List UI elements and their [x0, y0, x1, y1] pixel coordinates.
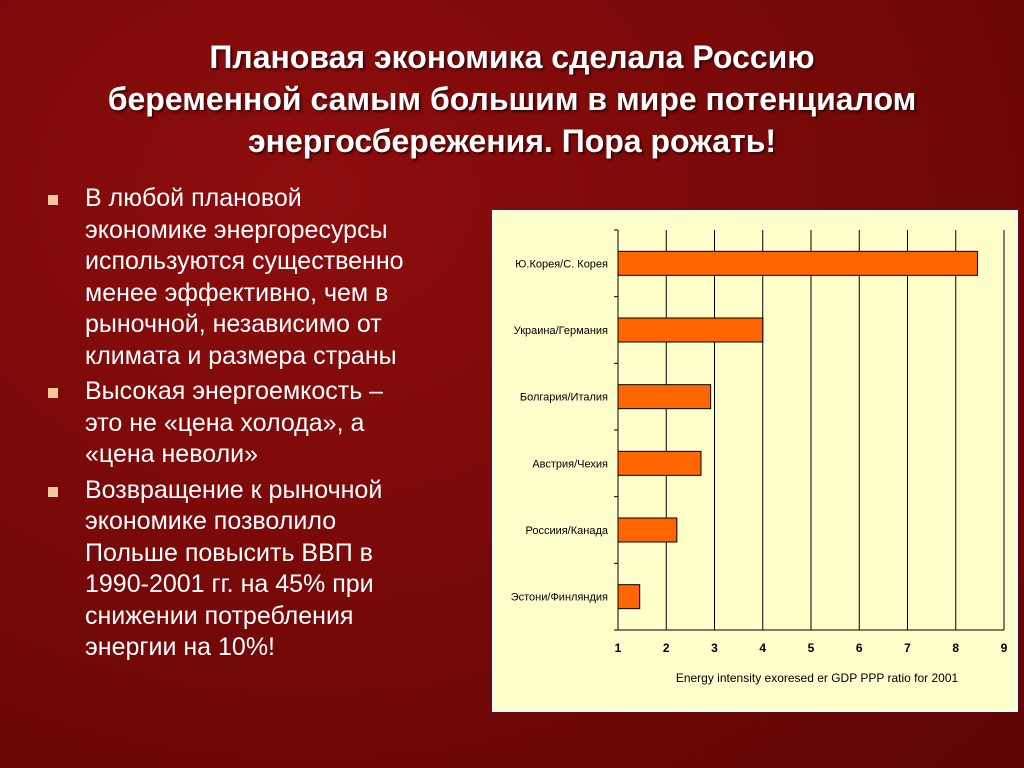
bullet-line: рыночной, независимо от	[85, 310, 382, 338]
bullet-item: В любой плановой экономике энергоресурсы…	[42, 183, 462, 372]
x-tick-label: 6	[856, 641, 863, 655]
title-line: беременной самым большим в мире потенциа…	[107, 81, 917, 117]
bar	[617, 384, 712, 410]
x-tick-label: 2	[663, 641, 670, 655]
title-line: энергосбережения. Пора рожать!	[247, 123, 777, 159]
bullet-line: Высокая энергоемкость –	[85, 377, 384, 405]
x-tick-label: 3	[711, 641, 718, 655]
bullet-text: В любой плановой экономике энергоресурсы…	[85, 183, 462, 372]
bullet-line: менее эффективно, чем в	[85, 278, 389, 307]
bullet-list: В любой плановой экономике энергоресурсы…	[42, 183, 462, 668]
square-bullet-icon	[48, 388, 58, 398]
bar	[617, 250, 978, 276]
bullet-line: климата и размера страны	[85, 341, 397, 370]
category-label: Украина/Германия	[514, 325, 608, 337]
category-label: Ю.Корея/С. Корея	[515, 258, 608, 270]
square-bullet-icon	[48, 195, 58, 205]
category-label: Болгария/Италия	[520, 392, 608, 404]
bullet-text: Высокая энергоемкость – это не «цена хол…	[85, 376, 462, 471]
bullet-text: Возвращение к рыночной экономике позволи…	[85, 475, 462, 664]
bullet-line: экономике позволило	[85, 507, 337, 535]
bullet-line: это не «цена холода», а	[85, 408, 365, 437]
square-bullet-icon	[48, 486, 58, 497]
bullet-item: Высокая энергоемкость – это не «цена хол…	[42, 376, 462, 471]
bullet-line: 1990-2001 гг. на 45% при	[85, 570, 374, 598]
x-tick-label: 1	[615, 641, 622, 655]
x-tick-label: 5	[808, 641, 815, 655]
bullet-line: используются существенно	[85, 247, 404, 275]
slide-title: Плановая экономика сделала Россию береме…	[40, 36, 984, 162]
bar	[617, 584, 641, 610]
bullet-line: экономике энергоресурсы	[85, 215, 388, 244]
bullet-line: снижении потребления	[85, 601, 354, 630]
x-tick-label: 4	[759, 641, 766, 655]
x-axis-title: Energy intensity exoresed er GDP PPP rat…	[676, 671, 959, 685]
x-tick-label: 8	[952, 641, 959, 655]
bar	[617, 450, 702, 476]
chart-panel: Ю.Корея/С. Корея Украина/Германия Болгария…	[492, 210, 1018, 712]
category-label: Эстони/Финляндия	[511, 592, 608, 604]
bar	[617, 517, 678, 543]
bullet-line: энергии на 10%!	[85, 633, 276, 661]
bullet-line: «цена неволи»	[85, 440, 259, 468]
title-line: Плановая экономика сделала Россию	[209, 39, 815, 75]
bullet-line: В любой плановой	[85, 184, 302, 212]
energy-intensity-bar-chart: Ю.Корея/С. Корея Украина/Германия Болгария…	[511, 229, 1008, 685]
bullet-item: Возвращение к рыночной экономике позволи…	[42, 475, 462, 664]
category-label: Россиия/Канада	[525, 525, 608, 537]
x-tick-label: 7	[904, 641, 911, 655]
bullet-line: Возвращение к рыночной	[85, 475, 383, 504]
x-tick-label: 9	[1001, 641, 1008, 655]
category-label: Австрия/Чехия	[532, 458, 608, 470]
bullet-line: Польше повысить ВВП в	[85, 538, 373, 567]
bar	[617, 317, 764, 343]
